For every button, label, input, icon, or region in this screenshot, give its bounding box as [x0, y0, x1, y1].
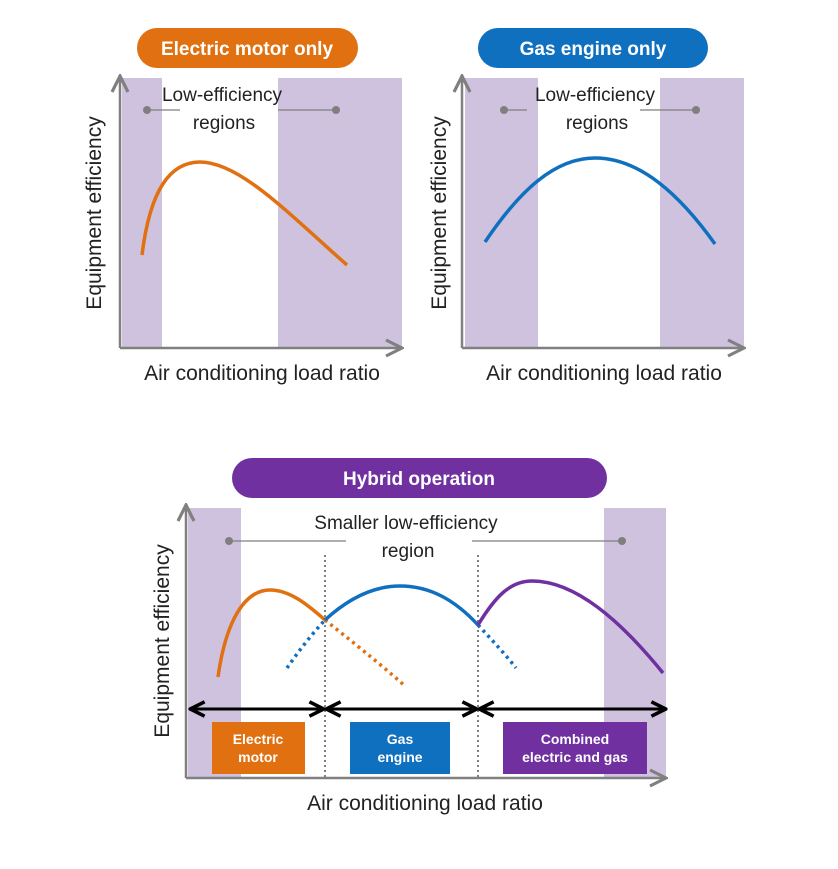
leader-dot-right — [618, 537, 626, 545]
leader-dot-left — [143, 106, 151, 114]
leader-dot-right — [332, 106, 340, 114]
gas-curve-dotted-right — [476, 623, 518, 670]
combined-efficiency-curve — [476, 579, 665, 675]
leader-dot-left — [225, 537, 233, 545]
panel-hybrid: Electric motor Gas engine Combined elect… — [151, 458, 666, 815]
mode-electric-line-1: Electric — [233, 731, 284, 747]
note-line-1: Low-efficiency — [162, 85, 283, 106]
title-badge — [478, 28, 708, 68]
panel-title: Gas engine only — [520, 39, 667, 60]
low-efficiency-region-left — [465, 78, 538, 348]
mode-combined-line-1: Combined — [541, 731, 609, 747]
electric-curve-dotted — [323, 618, 407, 688]
low-efficiency-region-left — [122, 78, 162, 348]
panel-title: Hybrid operation — [343, 469, 495, 490]
panel-electric-only: Electric motor only Low-efficiency regio… — [83, 28, 402, 385]
panel-title: Electric motor only — [161, 39, 334, 60]
y-axis-label: Equipment efficiency — [151, 544, 174, 738]
leader-dot-right — [692, 106, 700, 114]
note-line-1: Smaller low-efficiency — [314, 513, 498, 534]
leader-dot-left — [500, 106, 508, 114]
x-axis-label: Air conditioning load ratio — [144, 362, 380, 385]
mode-electric-line-2: motor — [238, 749, 278, 765]
x-axis-label: Air conditioning load ratio — [486, 362, 722, 385]
title-badge — [232, 458, 607, 498]
electric-efficiency-curve — [216, 588, 327, 678]
mode-box-combined — [503, 722, 647, 774]
x-axis-label: Air conditioning load ratio — [307, 792, 543, 815]
gas-efficiency-curve — [483, 156, 717, 246]
mode-gas-line-1: Gas — [387, 731, 414, 747]
gas-efficiency-curve — [323, 584, 480, 627]
title-badge — [137, 28, 358, 68]
y-axis-label: Equipment efficiency — [428, 116, 451, 310]
mode-box-electric — [212, 722, 305, 774]
note-line-1: Low-efficiency — [535, 85, 656, 106]
mode-box-gas — [350, 722, 450, 774]
low-efficiency-region-right — [660, 78, 744, 348]
y-axis-label: Equipment efficiency — [83, 116, 106, 310]
mode-combined-line-2: electric and gas — [522, 749, 628, 765]
gas-curve-dotted-left — [285, 618, 327, 669]
note-line-2: regions — [566, 113, 628, 134]
electric-efficiency-curve — [140, 160, 349, 267]
mode-gas-line-2: engine — [377, 749, 422, 765]
panel-gas-only: Gas engine only Low-efficiency regions A… — [428, 28, 744, 385]
note-line-2: regions — [193, 113, 255, 134]
low-efficiency-region-right — [278, 78, 402, 348]
note-line-2: region — [382, 541, 435, 562]
